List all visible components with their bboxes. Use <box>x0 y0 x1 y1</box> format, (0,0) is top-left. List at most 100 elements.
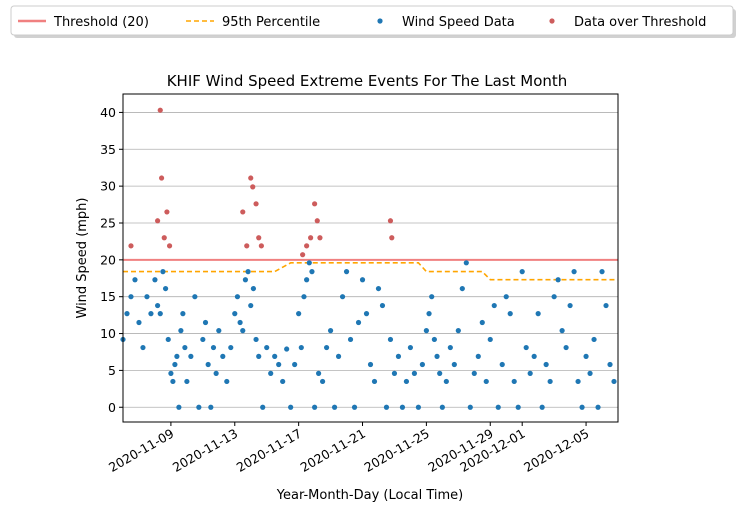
wind-speed-point <box>160 269 166 275</box>
wind-speed-point <box>210 344 217 351</box>
wind-speed-point <box>296 311 302 317</box>
wind-speed-point <box>148 311 154 317</box>
wind-speed-point <box>178 328 184 334</box>
wind-speed-point <box>264 344 270 351</box>
wind-speed-point <box>284 346 290 352</box>
scatter-points <box>120 107 617 410</box>
over-threshold-point <box>389 235 395 241</box>
y-tick-label: 25 <box>100 215 116 230</box>
wind-speed-point <box>208 404 214 410</box>
wind-speed-point <box>136 319 142 326</box>
wind-speed-point <box>523 344 529 351</box>
over-threshold-point <box>253 201 259 207</box>
wind-speed-point <box>379 302 386 309</box>
wind-speed-point <box>234 294 241 300</box>
wind-speed-point <box>343 269 350 275</box>
over-threshold-point <box>244 243 250 249</box>
wind-speed-point <box>256 353 262 359</box>
wind-speed-point <box>579 404 585 410</box>
wind-speed-point <box>253 336 259 343</box>
wind-speed-point <box>184 378 190 385</box>
wind-speed-point <box>168 370 174 376</box>
wind-speed-point <box>419 361 425 368</box>
wind-speed-point <box>268 370 274 376</box>
wind-speed-point <box>543 361 549 368</box>
wind-speed-point <box>298 344 304 351</box>
over-threshold-point <box>250 184 256 190</box>
wind-speed-point <box>192 294 198 300</box>
wind-speed-point <box>395 353 402 359</box>
legend-label: Threshold (20) <box>53 15 149 30</box>
wind-speed-point <box>451 361 457 368</box>
over-threshold-point <box>317 235 323 241</box>
wind-speed-point <box>355 319 362 326</box>
y-axis: 0 5 10 15 20 25 30 35 40 <box>100 105 123 415</box>
wind-speed-point <box>157 311 163 317</box>
wind-speed-point <box>611 378 617 385</box>
legend-label: Data over Threshold <box>574 15 706 30</box>
wind-speed-point <box>539 404 545 410</box>
y-tick-label: 5 <box>108 363 116 378</box>
wind-speed-point <box>327 328 334 334</box>
wind-speed-point <box>250 285 257 292</box>
wind-speed-point <box>571 269 577 275</box>
wind-speed-point <box>228 344 234 351</box>
wind-speed-point <box>200 336 206 343</box>
x-tick-label: 2020-11-09 <box>106 426 176 475</box>
wind-speed-point <box>503 294 509 300</box>
over-threshold-point <box>314 218 320 224</box>
wind-speed-point <box>439 404 445 410</box>
wind-speed-point <box>176 404 182 410</box>
wind-speed-point <box>165 336 171 343</box>
wind-speed-point <box>575 378 581 385</box>
x-tick-label: 2020-12-05 <box>521 426 591 475</box>
wind-speed-point <box>429 294 435 300</box>
wind-speed-point <box>132 277 138 283</box>
y-tick-label: 15 <box>100 289 116 304</box>
wind-speed-point <box>603 302 609 309</box>
wind-speed-point <box>507 311 513 317</box>
y-axis-label: Wind Speed (mph) <box>75 198 90 319</box>
wind-speed-point <box>463 260 469 266</box>
wind-speed-point <box>595 404 601 410</box>
wind-speed-point <box>180 311 186 317</box>
y-tick-label: 0 <box>108 400 116 415</box>
legend-dot <box>377 18 383 24</box>
plot-frame <box>122 93 619 423</box>
wind-speed-point <box>475 353 481 359</box>
wind-speed-point <box>202 319 209 326</box>
wind-speed-point <box>288 404 294 410</box>
wind-speed-point <box>331 404 338 410</box>
wind-speed-point <box>471 370 477 376</box>
wind-speed-point <box>242 277 249 283</box>
x-axis-label: Year-Month-Day (Local Time) <box>276 488 463 503</box>
wind-speed-point <box>399 404 406 410</box>
wind-speed-point <box>495 404 501 410</box>
wind-speed-point <box>371 378 378 385</box>
wind-speed-point <box>559 328 565 334</box>
wind-speed-point <box>551 294 557 300</box>
wind-speed-point <box>563 344 569 351</box>
wind-speed-point <box>309 269 315 275</box>
over-threshold-point <box>248 175 254 181</box>
wind-speed-point <box>607 361 613 368</box>
wind-speed-point <box>152 277 158 283</box>
wind-speed-point <box>515 404 521 410</box>
wind-speed-point <box>140 344 146 351</box>
wind-speed-point <box>245 269 251 275</box>
wind-speed-point <box>491 302 497 309</box>
y-tick-label: 20 <box>100 252 116 267</box>
wind-speed-point <box>280 378 286 385</box>
wind-speed-point <box>174 353 180 359</box>
percentile-95-line <box>123 261 618 281</box>
wind-speed-point <box>423 328 429 334</box>
legend-label: Wind Speed Data <box>402 15 515 30</box>
wind-speed-point <box>188 353 194 359</box>
x-tick-label: 2020-11-17 <box>234 426 304 475</box>
over-threshold-point <box>164 209 170 215</box>
wind-speed-point <box>547 378 553 385</box>
wind-speed-point <box>527 370 533 376</box>
over-threshold-point <box>128 243 134 249</box>
legend-dot <box>549 18 555 24</box>
wind-speed-point <box>272 353 278 359</box>
